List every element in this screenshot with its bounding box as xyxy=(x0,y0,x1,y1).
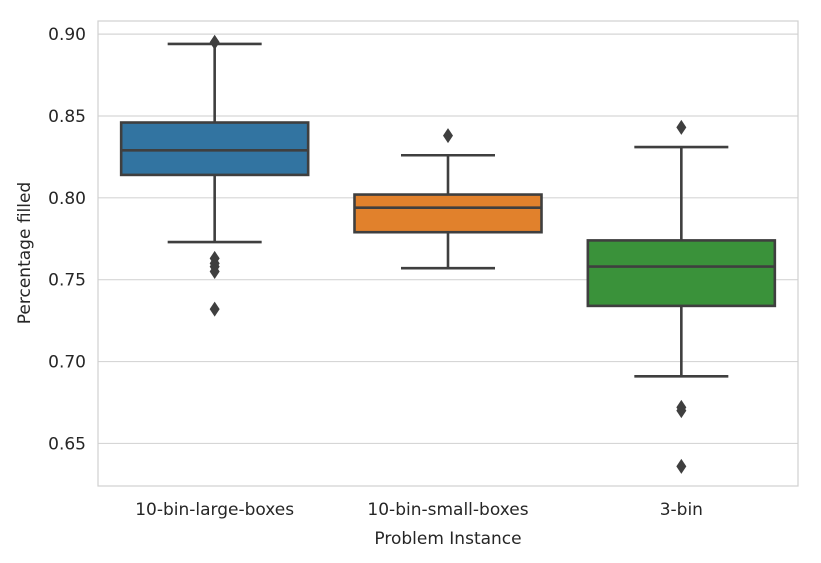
outlier-point xyxy=(209,34,220,50)
plot-frame xyxy=(97,20,799,487)
iqr-box xyxy=(353,193,543,234)
box-group xyxy=(119,34,310,317)
outlier-point xyxy=(676,403,687,419)
outlier-point xyxy=(209,301,220,317)
outlier-point xyxy=(209,264,220,280)
boxes xyxy=(119,34,777,474)
y-tick-label: 0.75 xyxy=(48,271,86,291)
x-tick-label: 10-bin-small-boxes xyxy=(367,500,528,520)
outlier-point xyxy=(443,128,453,144)
y-tick-label: 0.85 xyxy=(48,107,86,127)
box-group xyxy=(586,119,777,474)
y-tick-label: 0.70 xyxy=(48,353,86,373)
y-tick-label: 0.65 xyxy=(48,434,86,454)
iqr-box xyxy=(586,239,777,308)
y-axis-label: Percentage filled xyxy=(15,182,35,324)
outlier-point xyxy=(676,119,687,135)
y-tick-label: 0.80 xyxy=(48,189,86,209)
x-tick-label: 3-bin xyxy=(660,500,703,520)
y-tick-labels: 0.65 0.70 0.75 0.80 0.85 0.90 xyxy=(48,25,86,454)
x-axis-label: Problem Instance xyxy=(374,529,521,549)
iqr-box xyxy=(119,121,310,177)
outlier-point xyxy=(676,458,687,474)
x-tick-labels: 10-bin-large-boxes 10-bin-small-boxes 3-bi… xyxy=(135,500,703,520)
y-tick-label: 0.90 xyxy=(48,25,86,45)
x-tick-label: 10-bin-large-boxes xyxy=(135,500,294,520)
box-group xyxy=(353,128,543,270)
